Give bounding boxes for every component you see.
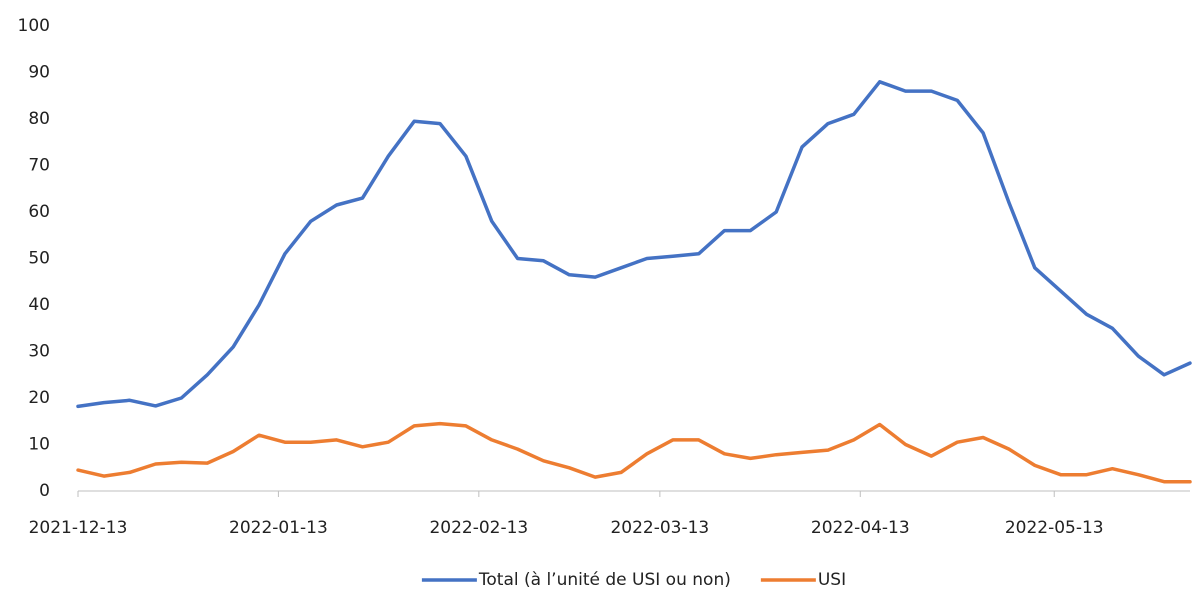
line-series	[76, 80, 1192, 409]
y-tick-label: 50	[28, 249, 50, 269]
y-tick-label: 70	[28, 156, 50, 176]
y-tick-label: 80	[28, 109, 50, 129]
x-tick-label: 2022-05-13	[1005, 518, 1104, 538]
x-tick-label: 2021-12-13	[29, 518, 128, 538]
y-tick-label: 60	[28, 202, 50, 222]
legend-label: USI	[818, 570, 846, 590]
y-tick-label: 10	[28, 435, 50, 455]
x-tick-label: 2022-03-13	[610, 518, 709, 538]
line-series	[76, 421, 1192, 484]
legend-label: Total (à l’unité de USI ou non)	[478, 570, 731, 590]
x-tick-label: 2022-01-13	[229, 518, 328, 538]
x-tick-label: 2022-04-13	[811, 518, 910, 538]
x-tick-label: 2022-02-13	[429, 518, 528, 538]
y-tick-label: 100	[18, 16, 50, 36]
y-tick-label: 20	[28, 388, 50, 408]
y-tick-label: 0	[39, 481, 50, 501]
y-tick-label: 90	[28, 63, 50, 83]
y-tick-label: 40	[28, 295, 50, 315]
y-tick-label: 30	[28, 342, 50, 362]
